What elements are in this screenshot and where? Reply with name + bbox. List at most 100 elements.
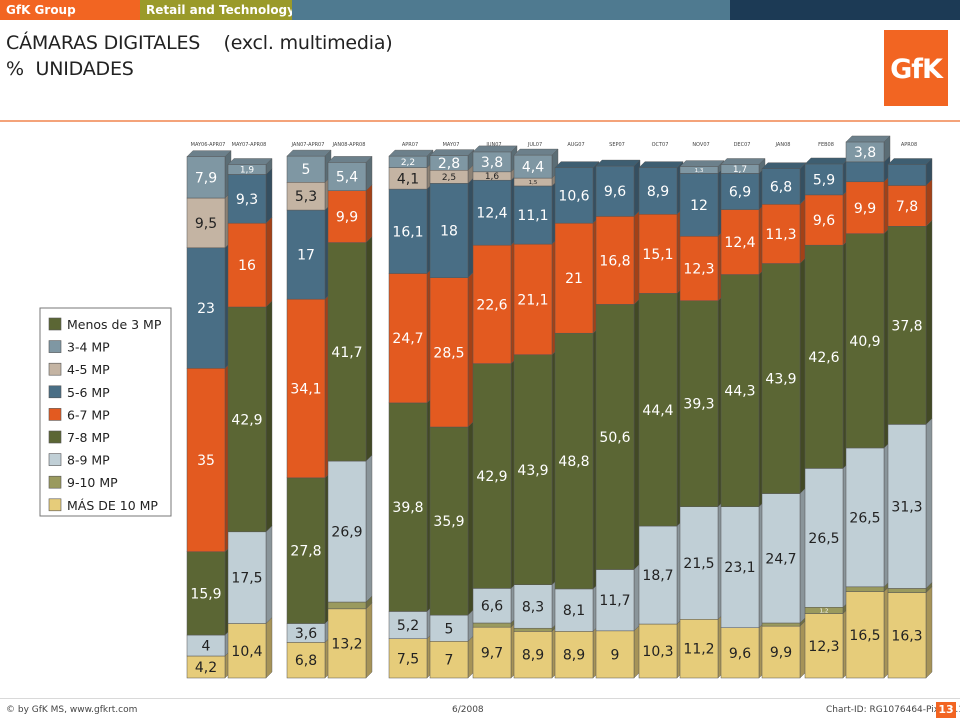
data-label: 12,3 xyxy=(808,639,839,655)
data-label: 10,6 xyxy=(558,188,589,204)
data-label: 11,1 xyxy=(517,208,548,224)
category-label-7: JUL07 xyxy=(527,142,542,148)
bar-side-1-4 xyxy=(265,216,273,308)
bar-segment xyxy=(761,622,801,627)
bar-segment xyxy=(388,188,428,274)
bar-segment xyxy=(286,298,326,479)
bar-segment xyxy=(429,614,469,642)
data-label: 34,1 xyxy=(290,382,321,398)
category-label-3: JAN08-APR08 xyxy=(332,142,366,148)
data-label: 21 xyxy=(565,271,583,287)
bar-top-1 xyxy=(227,158,273,165)
data-label: 26,5 xyxy=(808,531,839,547)
bar-segment xyxy=(286,209,326,300)
bar-top-4 xyxy=(388,149,434,157)
gfk-logo: GfK xyxy=(884,30,948,106)
category-label-12: DEC07 xyxy=(734,142,751,148)
data-label: 7,8 xyxy=(896,199,918,215)
bar-top-15 xyxy=(845,135,891,143)
bar-side-16-3 xyxy=(925,219,933,425)
data-label: 5,9 xyxy=(813,172,835,188)
data-label: 5,2 xyxy=(397,618,419,634)
data-label: 8,1 xyxy=(563,603,585,619)
bar-segment xyxy=(554,332,594,590)
legend-label: 3-4 MP xyxy=(67,340,110,355)
bar-segment xyxy=(388,402,428,612)
category-label-1: MAY07-APR08 xyxy=(232,142,267,148)
bar-side-16-2 xyxy=(925,417,933,589)
data-label: 23 xyxy=(197,301,215,317)
data-label: 1,3 xyxy=(695,168,704,174)
bar-segment xyxy=(595,569,635,632)
page-number: 13 xyxy=(936,702,956,718)
bar-segment xyxy=(327,190,367,243)
data-label: 10,3 xyxy=(642,644,673,660)
data-label: 1,9 xyxy=(240,166,255,176)
data-label: 42,9 xyxy=(476,469,507,485)
bar-segment xyxy=(845,233,885,449)
data-label: 16,8 xyxy=(599,253,630,269)
bar-segment xyxy=(804,468,844,608)
data-label: 3,8 xyxy=(481,155,503,171)
legend-label: MÁS DE 10 MP xyxy=(67,498,158,513)
bar-segment xyxy=(595,165,635,217)
data-label: 1,7 xyxy=(733,165,747,175)
category-label-14: FEB08 xyxy=(818,142,834,148)
data-label: 7,9 xyxy=(195,170,217,186)
page-subtitle: % UNIDADES xyxy=(6,58,134,80)
legend-label: 9-10 MP xyxy=(67,475,118,490)
data-label: 15,1 xyxy=(642,247,673,263)
legend-swatch xyxy=(48,498,62,512)
data-label: 21,5 xyxy=(683,556,714,572)
legend-label: Menos de 3 MP xyxy=(67,317,162,332)
bar-segment xyxy=(761,493,801,624)
bar-segment xyxy=(720,209,760,275)
bar-segment xyxy=(227,222,267,308)
bar-segment xyxy=(887,185,927,227)
bar-segment xyxy=(804,194,844,246)
bar-side-16-4 xyxy=(925,178,933,227)
data-label: 5,4 xyxy=(336,170,358,186)
legend-swatch xyxy=(48,475,62,489)
bar-top-8 xyxy=(554,161,600,168)
data-label: 22,6 xyxy=(476,297,507,313)
legend-label: 4-5 MP xyxy=(67,362,110,377)
top-banner: GfK Group Retail and Technology xyxy=(0,0,960,20)
data-label: 9,3 xyxy=(236,192,258,208)
data-label: 39,8 xyxy=(392,500,423,516)
bar-segment xyxy=(327,608,367,679)
bar-top-7 xyxy=(513,148,559,156)
data-label: 26,5 xyxy=(849,510,880,526)
data-label: 8,3 xyxy=(522,600,544,616)
bar-segment xyxy=(887,588,927,593)
data-label: 16 xyxy=(238,258,256,274)
data-label: 7,5 xyxy=(397,651,419,667)
bar-segment xyxy=(472,363,512,589)
data-label: 26,9 xyxy=(331,525,362,541)
data-label: 23,1 xyxy=(724,560,755,576)
bar-segment xyxy=(845,161,885,183)
bar-top-11 xyxy=(679,160,725,167)
data-label: 12,4 xyxy=(476,206,507,222)
data-label: 16,1 xyxy=(392,224,423,240)
legend-swatch xyxy=(48,453,62,466)
data-label: 9,5 xyxy=(195,216,217,232)
bar-segment xyxy=(845,591,885,679)
bar-segment xyxy=(227,623,267,679)
bar-top-2 xyxy=(286,149,332,157)
bar-segment xyxy=(638,525,678,625)
data-label: 4 xyxy=(202,639,211,655)
bar-segment xyxy=(554,167,594,224)
bar-segment xyxy=(554,222,594,334)
bar-segment xyxy=(679,300,719,507)
category-label-8: AUG07 xyxy=(567,142,584,148)
data-label: 4,1 xyxy=(397,171,419,187)
legend-swatch xyxy=(48,408,62,421)
bar-segment xyxy=(429,183,469,278)
data-label: 7 xyxy=(445,653,454,669)
data-label: 11,7 xyxy=(599,593,630,609)
category-label-9: SEP07 xyxy=(609,142,625,148)
data-label: 31,3 xyxy=(891,499,922,515)
bar-segment xyxy=(720,173,760,210)
data-label: 8,9 xyxy=(522,648,544,664)
